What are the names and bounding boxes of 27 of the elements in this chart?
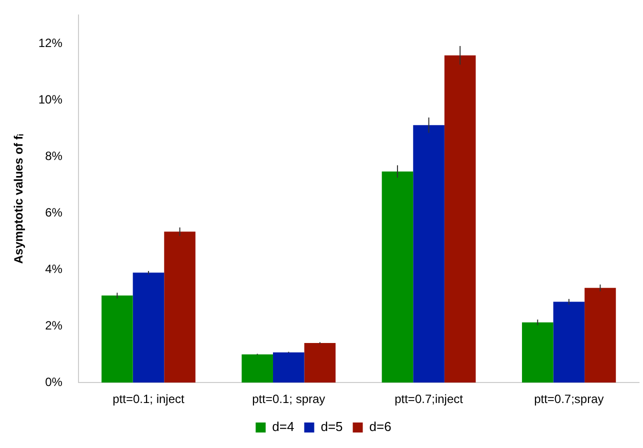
y-tick-label: 8% bbox=[45, 148, 63, 163]
bar bbox=[522, 322, 554, 383]
y-tick-label: 12% bbox=[38, 36, 63, 50]
x-tick-label: ptt=0.1; spray bbox=[252, 392, 326, 406]
legend-label: d=4 bbox=[272, 419, 294, 434]
y-tick-label: 0% bbox=[45, 374, 63, 389]
legend-label: d=6 bbox=[369, 419, 392, 434]
legend-label: d=5 bbox=[320, 419, 343, 434]
bar bbox=[164, 232, 196, 383]
bar bbox=[413, 125, 444, 383]
bar bbox=[102, 296, 133, 383]
bar bbox=[382, 171, 414, 383]
y-tick-label: 10% bbox=[38, 92, 63, 106]
y-tick-label: 4% bbox=[45, 262, 63, 276]
bar bbox=[553, 302, 585, 383]
bar bbox=[132, 272, 164, 383]
y-tick-label: 2% bbox=[45, 318, 63, 332]
bar bbox=[304, 343, 336, 383]
x-tick-label: ptt=0.7;inject bbox=[394, 392, 464, 406]
bar bbox=[272, 352, 304, 383]
y-tick-label: 6% bbox=[45, 205, 63, 220]
bar bbox=[444, 55, 476, 383]
bar bbox=[242, 354, 273, 383]
x-tick-label: ptt=0.7;spray bbox=[534, 392, 604, 406]
x-tick-label: ptt=0.1; inject bbox=[112, 392, 186, 406]
bar bbox=[584, 288, 616, 383]
y-axis-title: Asymptotic values of fᵢ bbox=[12, 134, 26, 264]
